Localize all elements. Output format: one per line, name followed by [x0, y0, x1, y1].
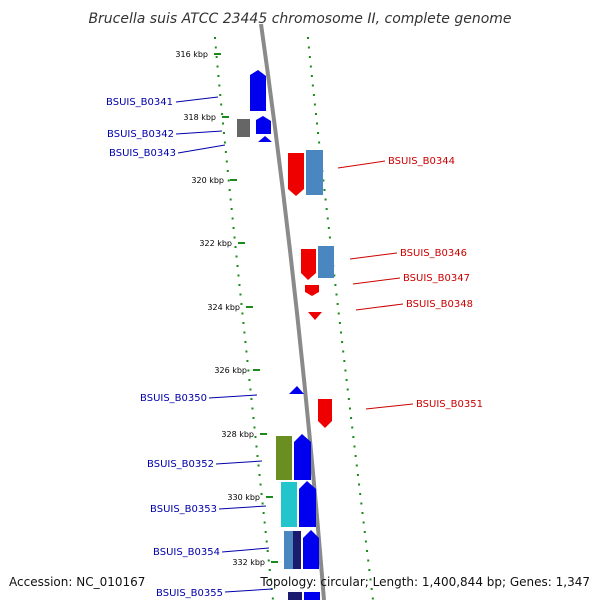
feature-layer: [237, 70, 334, 600]
genome-summary-text: Topology: circular; Length: 1,400,844 bp…: [259, 575, 590, 589]
label-connectors: [175, 96, 414, 593]
tick-label: 328 kbp: [221, 430, 254, 439]
gene-label-b0341[interactable]: BSUIS_B0341: [106, 97, 173, 108]
gene-feature-b0354-cds[interactable]: [284, 531, 294, 569]
gene-feature-b0343[interactable]: [258, 136, 272, 142]
gene-labels-left: BSUIS_B0341 BSUIS_B0342 BSUIS_B0343 BSUI…: [106, 97, 223, 599]
gene-feature-b0344-cds[interactable]: [306, 150, 323, 195]
gene-feature-b0350[interactable]: [289, 386, 304, 394]
tick-label: 330 kbp: [227, 493, 260, 502]
gene-label-b0343[interactable]: BSUIS_B0343: [109, 148, 176, 159]
gene-label-b0355[interactable]: BSUIS_B0355: [156, 588, 223, 599]
gene-label-b0353[interactable]: BSUIS_B0353: [150, 504, 217, 515]
gene-labels-right: BSUIS_B0344 BSUIS_B0346 BSUIS_B0347 BSUI…: [388, 156, 483, 410]
tick-label: 332 kbp: [232, 558, 265, 567]
gene-label-b0350[interactable]: BSUIS_B0350: [140, 393, 207, 404]
gene-label-b0352[interactable]: BSUIS_B0352: [147, 459, 214, 470]
gene-feature-b0352-olive[interactable]: [276, 436, 292, 480]
tick-label: 326 kbp: [214, 366, 247, 375]
gene-feature-b0347[interactable]: [305, 285, 319, 296]
gene-label-b0347[interactable]: BSUIS_B0347: [403, 273, 470, 284]
gene-feature-b0342-rna[interactable]: [237, 119, 250, 137]
gene-feature-b0342[interactable]: [256, 116, 271, 134]
tick-label: 324 kbp: [207, 303, 240, 312]
gene-label-b0344[interactable]: BSUIS_B0344: [388, 156, 455, 167]
tick-layer: 316 kbp 318 kbp 320 kbp 322 kbp 324 kbp 326 k…: [175, 50, 278, 567]
tick-label: 320 kbp: [191, 176, 224, 185]
gene-feature-b0346[interactable]: [301, 249, 316, 280]
gene-feature-b0344[interactable]: [288, 153, 304, 196]
map-title: Brucella suis ATCC 23445 chromosome II, …: [88, 11, 511, 27]
gene-feature-b0354-navy[interactable]: [293, 531, 301, 569]
gene-feature-b0352[interactable]: [294, 434, 311, 480]
gene-feature-b0355-navy[interactable]: [288, 592, 302, 600]
tick-label: 322 kbp: [199, 239, 232, 248]
gene-label-b0342[interactable]: BSUIS_B0342: [107, 129, 174, 140]
accession-text: Accession: NC_010167: [9, 575, 145, 589]
gene-label-b0354[interactable]: BSUIS_B0354: [153, 547, 220, 558]
tick-label: 316 kbp: [175, 50, 208, 59]
gene-label-b0346[interactable]: BSUIS_B0346: [400, 248, 467, 259]
gene-feature-b0341[interactable]: [250, 70, 266, 111]
gene-label-b0351[interactable]: BSUIS_B0351: [416, 399, 483, 410]
tick-label: 318 kbp: [183, 113, 216, 122]
gene-feature-b0348[interactable]: [308, 312, 322, 320]
gene-feature-b0351[interactable]: [318, 399, 332, 428]
backbone-line: [259, 23, 326, 600]
gene-feature-b0353[interactable]: [299, 481, 316, 527]
gene-feature-b0353-cyan[interactable]: [281, 482, 297, 527]
gene-feature-b0354[interactable]: [303, 530, 319, 569]
gene-feature-b0355[interactable]: [304, 592, 320, 600]
gene-label-b0348[interactable]: BSUIS_B0348: [406, 299, 473, 310]
gene-feature-b0346-cds[interactable]: [318, 246, 334, 278]
